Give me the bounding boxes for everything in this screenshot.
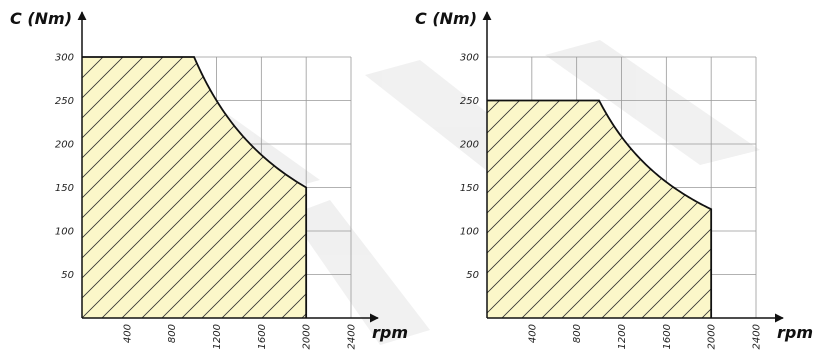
y-tick-label: 250: [55, 96, 74, 107]
x-tick-label: 1600: [662, 324, 673, 349]
chart-left: C (Nm) rpm 50 100 150 200 250 300 400 800 1200 1…: [10, 9, 408, 349]
x-tick-label: 1200: [617, 324, 628, 349]
y-tick-label: 200: [460, 140, 479, 151]
y-tick-label: 50: [466, 270, 479, 281]
x-tick-label: 2000: [707, 324, 718, 349]
chart-right: C (Nm) rpm 50 100 150 200 250 300 400 800 1200 1…: [415, 9, 813, 349]
x-tick-label: 800: [167, 324, 178, 343]
x-axis-label-left: rpm: [372, 323, 408, 342]
x-tick-label: 2000: [302, 324, 313, 349]
x-tick-label: 1600: [257, 324, 268, 349]
y-tick-label: 250: [460, 96, 479, 107]
y-tick-label: 300: [460, 53, 479, 64]
x-tick-labels-left: 400 800 1200 1600 2000 2400: [122, 324, 357, 349]
y-tick-label: 300: [55, 53, 74, 64]
y-tick-labels-left: 50 100 150 200 250 300: [55, 53, 74, 282]
y-tick-label: 100: [460, 227, 479, 238]
y-tick-label: 150: [55, 183, 74, 194]
x-axis-label-right: rpm: [777, 323, 813, 342]
y-tick-label: 50: [61, 270, 74, 281]
torque-area-hatch-right: [487, 100, 712, 318]
y-axis-label-left: C (Nm): [10, 9, 72, 28]
x-tick-labels-right: 400 800 1200 1600 2000 2400: [527, 324, 762, 349]
x-tick-label: 1200: [212, 324, 223, 349]
x-tick-label: 400: [122, 324, 133, 343]
x-tick-label: 2400: [752, 324, 763, 349]
x-tick-label: 800: [572, 324, 583, 343]
x-tick-label: 400: [527, 324, 538, 343]
y-axis-label-right: C (Nm): [415, 9, 477, 28]
y-tick-label: 100: [55, 227, 74, 238]
y-tick-label: 200: [55, 140, 74, 151]
y-tick-label: 150: [460, 183, 479, 194]
y-tick-labels-right: 50 100 150 200 250 300: [460, 53, 479, 282]
x-tick-label: 2400: [347, 324, 358, 349]
torque-curve-right: [487, 99, 713, 319]
torque-curve-left: [82, 56, 308, 319]
torque-area-hatch-left: [82, 57, 307, 318]
